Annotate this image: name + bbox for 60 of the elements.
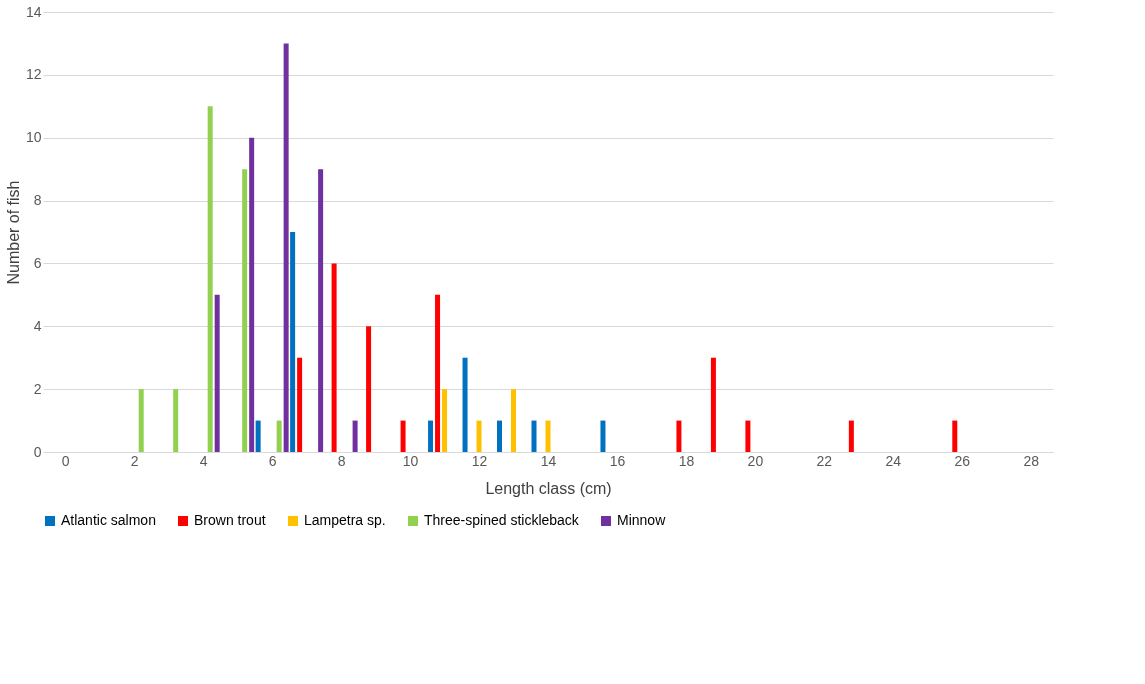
y-tick-label: 2	[33, 380, 42, 397]
x-tick-label: 22	[816, 452, 833, 469]
bar	[428, 420, 434, 452]
x-tick-label: 20	[747, 452, 764, 469]
bar	[366, 326, 372, 452]
x-tick-label: 8	[337, 452, 346, 469]
bar	[138, 389, 144, 452]
bar	[249, 137, 255, 452]
legend-label: Atlantic salmon	[61, 512, 156, 528]
bar	[435, 294, 441, 452]
bar	[497, 420, 503, 452]
x-tick-label: 4	[199, 452, 208, 469]
x-tick-label: 0	[61, 452, 70, 469]
y-tick-label: 8	[33, 192, 42, 209]
bar	[297, 357, 303, 452]
bar	[545, 420, 551, 452]
bar	[952, 420, 958, 452]
bar	[745, 420, 751, 452]
x-tick-label: 10	[402, 452, 419, 469]
x-tick-label: 12	[471, 452, 488, 469]
bar	[442, 389, 448, 452]
bar	[242, 169, 248, 452]
bar	[676, 420, 682, 452]
bar	[400, 420, 406, 452]
legend-label: Three-spined stickleback	[424, 512, 580, 528]
bar	[255, 420, 261, 452]
legend-label: Minnow	[617, 512, 667, 528]
x-tick-label: 28	[1023, 452, 1040, 469]
bar	[600, 420, 606, 452]
x-tick-label: 2	[130, 452, 139, 469]
bar	[207, 106, 213, 452]
legend-label: Lampetra sp.	[304, 512, 386, 528]
bar	[290, 232, 296, 452]
bar	[276, 420, 282, 452]
y-axis-title: Number of fish	[4, 180, 22, 285]
x-tick-label: 14	[540, 452, 557, 469]
y-tick-label: 4	[33, 317, 42, 334]
x-axis-title: Length class (cm)	[485, 479, 612, 497]
x-tick-label: 16	[609, 452, 626, 469]
bar	[531, 420, 537, 452]
bar	[352, 420, 358, 452]
x-tick-label: 6	[268, 452, 277, 469]
bar	[173, 389, 179, 452]
bar	[848, 420, 854, 452]
bar	[214, 294, 220, 452]
x-tick-label: 26	[954, 452, 971, 469]
y-tick-label: 12	[25, 66, 42, 83]
y-tick-label: 10	[25, 129, 42, 146]
y-tick-label: 6	[33, 254, 42, 271]
y-tick-label: 14	[25, 3, 42, 20]
x-tick-label: 24	[885, 452, 902, 469]
x-tick-label: 18	[678, 452, 695, 469]
bar	[318, 169, 324, 452]
bar	[331, 263, 337, 452]
bar	[462, 357, 468, 452]
bar	[511, 389, 517, 452]
legend-label: Brown trout	[194, 512, 266, 528]
bar	[476, 420, 482, 452]
bar	[710, 357, 716, 452]
bar	[283, 43, 289, 452]
